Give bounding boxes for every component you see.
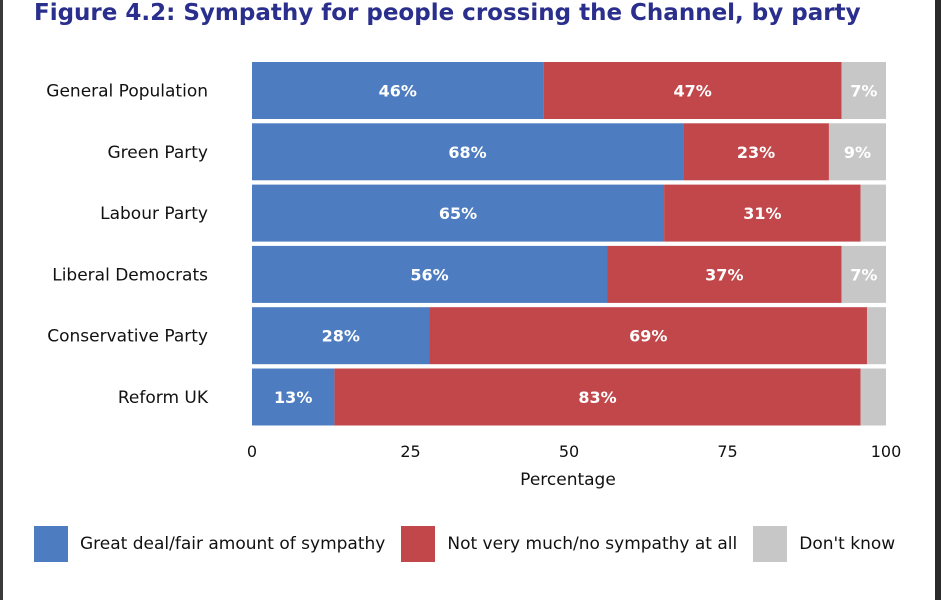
bar-liberal-democrats-dont-know xyxy=(841,245,886,303)
left-border xyxy=(0,0,3,600)
bar-reform-uk-sympathy xyxy=(252,368,335,426)
category-label-general-population: General Population xyxy=(46,82,208,102)
x-tick-label-100: 100 xyxy=(871,442,902,461)
bar-green-party-sympathy xyxy=(252,123,684,181)
data-label-labour-party-sympathy: 65% xyxy=(439,204,477,223)
data-label-liberal-democrats-sympathy: 56% xyxy=(410,265,448,284)
bar-labour-party-dont-know xyxy=(860,184,886,242)
category-labels: General Population Green Party Labour Part… xyxy=(46,82,209,409)
data-label-green-party-no-sympathy: 23% xyxy=(737,143,775,162)
bar-green-party-no-sympathy xyxy=(683,123,829,181)
legend-swatch-no-sympathy xyxy=(401,526,436,562)
bar-general-population-no-sympathy xyxy=(543,62,842,119)
category-label-labour-party: Labour Party xyxy=(100,204,208,224)
data-label-reform-uk-sympathy: 13% xyxy=(274,388,312,407)
right-border xyxy=(935,0,941,600)
bar-conservative-party-no-sympathy xyxy=(429,307,867,365)
data-label-conservative-party-no-sympathy: 69% xyxy=(629,327,667,346)
segment-labels: 46% 47% 7% 68% 23% 9% 65% 31% 56% 37% 7% 28% 69% 13% 8… xyxy=(274,82,877,408)
bar-labour-party-sympathy xyxy=(252,184,665,242)
legend: Great deal/fair amount of sympathy Not v… xyxy=(34,526,911,562)
bar-green-party-dont-know xyxy=(828,123,886,181)
data-label-labour-party-no-sympathy: 31% xyxy=(743,204,781,223)
legend-label-dont-know: Don't know xyxy=(799,534,896,554)
data-label-general-population-no-sympathy: 47% xyxy=(673,82,711,101)
bar-area xyxy=(252,62,886,426)
x-tick-label-50: 50 xyxy=(559,442,579,461)
chart-title: Figure 4.2: Sympathy for people crossing… xyxy=(34,0,861,26)
data-label-general-population-sympathy: 46% xyxy=(379,82,417,101)
x-tick-label-75: 75 xyxy=(717,442,737,461)
data-label-conservative-party-sympathy: 28% xyxy=(322,327,360,346)
legend-item-no-sympathy: Not very much/no sympathy at all xyxy=(401,526,737,562)
data-label-liberal-democrats-no-sympathy: 37% xyxy=(705,265,743,284)
bar-conservative-party-sympathy xyxy=(252,307,430,365)
data-label-reform-uk-no-sympathy: 83% xyxy=(578,388,616,407)
legend-label-sympathy: Great deal/fair amount of sympathy xyxy=(80,534,386,554)
bar-liberal-democrats-sympathy xyxy=(252,245,608,303)
data-label-liberal-democrats-dont-know: 7% xyxy=(850,265,877,284)
legend-label-no-sympathy: Not very much/no sympathy at all xyxy=(447,534,738,554)
x-tick-label-25: 25 xyxy=(400,442,420,461)
bar-liberal-democrats-no-sympathy xyxy=(607,245,842,303)
bar-labour-party-no-sympathy xyxy=(664,184,861,242)
data-label-general-population-dont-know: 7% xyxy=(850,82,877,101)
data-label-green-party-sympathy: 68% xyxy=(448,143,486,162)
legend-item-dont-know: Don't know xyxy=(753,526,895,562)
bar-general-population-dont-know xyxy=(841,62,886,119)
category-label-liberal-democrats: Liberal Democrats xyxy=(52,265,208,285)
x-tick-label-0: 0 xyxy=(247,442,257,461)
bar-reform-uk-dont-know xyxy=(860,368,886,426)
x-axis-title: Percentage xyxy=(520,470,616,490)
category-label-green-party: Green Party xyxy=(107,143,208,163)
data-label-green-party-dont-know: 9% xyxy=(844,143,871,162)
legend-swatch-sympathy xyxy=(34,526,68,562)
category-label-conservative-party: Conservative Party xyxy=(47,327,208,347)
legend-swatch-dont-know xyxy=(753,526,788,562)
category-label-reform-uk: Reform UK xyxy=(118,388,209,408)
bar-general-population-sympathy xyxy=(252,62,544,119)
x-axis-ticks: 0 25 50 75 100 xyxy=(247,442,901,461)
legend-item-sympathy: Great deal/fair amount of sympathy xyxy=(34,526,385,562)
bar-conservative-party-dont-know xyxy=(866,307,886,365)
bar-reform-uk-no-sympathy xyxy=(334,368,861,426)
